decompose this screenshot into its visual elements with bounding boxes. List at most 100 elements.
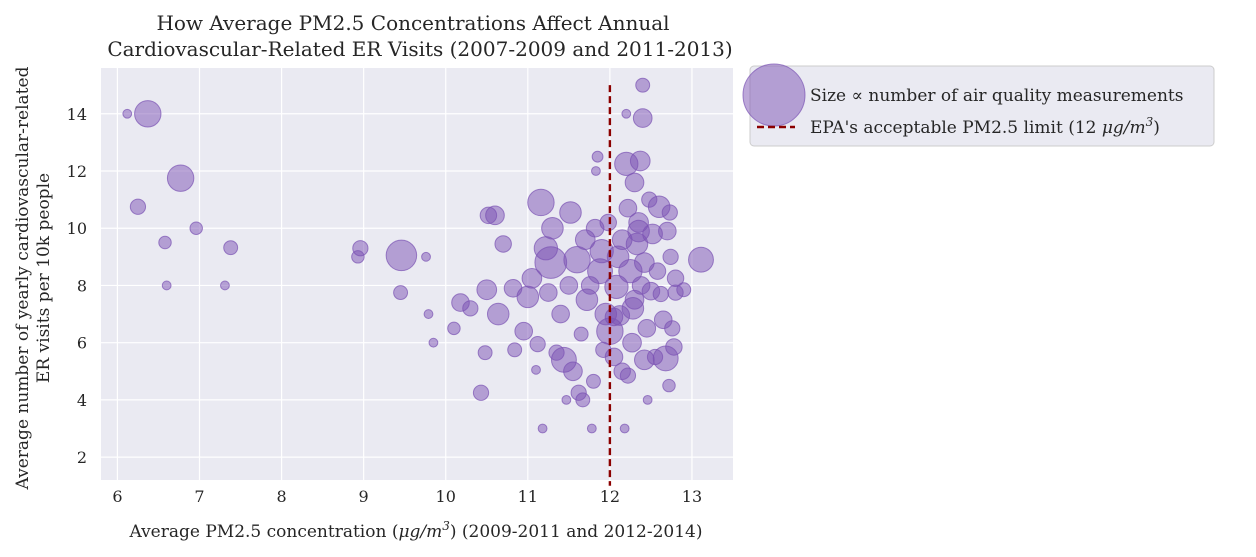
- x-tick-label: 8: [276, 487, 286, 506]
- bubble-point: [161, 280, 172, 291]
- bubble-point: [586, 423, 597, 434]
- bubble-point: [619, 423, 630, 434]
- bubbles: [122, 77, 714, 434]
- y-tick-label: 10: [67, 219, 87, 238]
- bubble-point: [393, 285, 409, 301]
- bubble-point: [516, 285, 540, 309]
- legend-line-label: EPA's acceptable PM2.5 limit (12 μg/m3): [810, 115, 1160, 138]
- bubble-point: [563, 245, 591, 274]
- y-tick-label: 2: [77, 448, 87, 467]
- bubble-point: [529, 335, 546, 353]
- bubble-point: [642, 394, 653, 405]
- x-axis-label: Average PM2.5 concentration (μg/m3) (200…: [128, 519, 702, 542]
- bubble-point: [637, 319, 657, 338]
- bubble-point: [521, 267, 543, 289]
- bubble-point: [586, 373, 601, 389]
- bubble-point: [129, 198, 147, 215]
- bubble-point: [618, 198, 638, 218]
- bubble-point: [676, 282, 692, 298]
- bubble-point: [134, 100, 162, 128]
- y-tick-label: 4: [77, 391, 87, 410]
- x-tick-label: 13: [682, 487, 702, 506]
- bubble-point: [621, 297, 645, 320]
- bubble-point: [661, 204, 678, 221]
- bubble-point: [658, 221, 677, 241]
- bubble-point: [622, 332, 642, 353]
- bubble-point: [604, 307, 624, 327]
- bubble-point: [527, 188, 555, 217]
- bubble-point: [634, 252, 655, 273]
- bubble-point: [447, 321, 461, 336]
- bubble-point: [428, 337, 439, 348]
- bubble-point: [462, 300, 479, 317]
- bubble-point: [166, 164, 195, 192]
- bubble-point: [423, 309, 434, 319]
- bubble-point: [541, 216, 564, 240]
- bubble-point: [634, 349, 655, 371]
- x-tick-label: 6: [112, 487, 122, 506]
- bubble-point: [599, 213, 617, 232]
- bubble-point: [573, 326, 589, 342]
- bubble-point: [485, 205, 505, 226]
- bubble-point: [662, 378, 676, 393]
- bubble-point: [537, 423, 548, 434]
- chart-title-line-1: How Average PM2.5 Concentrations Affect …: [156, 11, 669, 35]
- bubble-point: [619, 367, 637, 384]
- bubble-point: [662, 248, 679, 265]
- y-axis-label-line-2: ER visits per 10k people: [34, 173, 54, 383]
- bubble-point: [621, 108, 632, 119]
- x-tick-label: 7: [194, 487, 204, 506]
- bubble-point: [559, 276, 579, 295]
- bubble-point: [539, 283, 558, 302]
- bubble-point: [351, 250, 365, 264]
- bubble-point: [688, 246, 714, 273]
- bubble-point: [551, 304, 570, 324]
- bubble-point: [652, 285, 669, 303]
- bubble-point: [507, 342, 523, 358]
- y-tick-label: 6: [77, 334, 87, 353]
- x-tick-label: 12: [600, 487, 620, 506]
- bubble-point: [629, 150, 651, 172]
- chart-title-line-2: Cardiovascular-Related ER Visits (2007-2…: [107, 37, 732, 61]
- bubble-point: [575, 392, 591, 408]
- bubble-point: [591, 166, 601, 176]
- bubble-point: [122, 108, 133, 119]
- bubble-point: [534, 246, 568, 279]
- bubble-point: [563, 361, 583, 382]
- bubble-point: [611, 229, 633, 251]
- bubble-point: [486, 302, 510, 326]
- bubble-point: [514, 321, 534, 341]
- legend: Size ∝ number of air quality measurement…: [742, 63, 1215, 147]
- bubble-point: [591, 150, 604, 163]
- bubble-point: [158, 235, 172, 250]
- tick-labels: 6 7 8 9 10 11 12 13 2 4 6 8 10 12 14: [67, 105, 703, 506]
- bubble-point: [476, 279, 498, 301]
- bubble-point: [604, 274, 629, 300]
- bubble-point: [648, 262, 667, 280]
- y-tick-label: 8: [77, 276, 87, 295]
- y-axis-label-line-1: Average number of yearly cardiovascular-…: [13, 66, 33, 490]
- x-tick-label: 9: [359, 487, 369, 506]
- bubble-point: [385, 239, 418, 272]
- bubble-point: [624, 172, 645, 193]
- bubble-point: [223, 240, 239, 256]
- bubble-point: [472, 384, 490, 401]
- x-tick-label: 10: [436, 487, 456, 506]
- bubble-point: [220, 280, 230, 291]
- bubble-point: [631, 276, 651, 295]
- bubble-point: [421, 251, 431, 262]
- bubble-point: [665, 338, 683, 356]
- bubble-point: [635, 77, 651, 93]
- bubble-point: [664, 320, 681, 337]
- legend-bubble-label: Size ∝ number of air quality measurement…: [810, 86, 1183, 106]
- bubble-point: [559, 201, 582, 224]
- bubble-point: [477, 345, 493, 361]
- bubble-point: [494, 235, 512, 253]
- bubble-point: [632, 108, 653, 128]
- bubble-point: [561, 394, 572, 405]
- x-tick-label: 11: [518, 487, 538, 506]
- bubble-point: [531, 364, 541, 375]
- y-tick-label: 14: [67, 105, 87, 124]
- legend-bubble-marker: [742, 63, 806, 127]
